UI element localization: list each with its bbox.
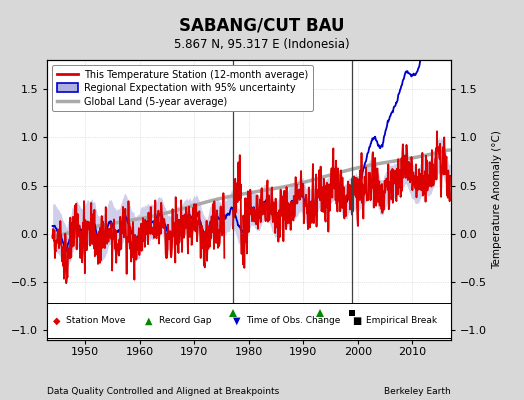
Text: Record Gap: Record Gap [159, 316, 212, 325]
Text: ▲: ▲ [145, 316, 153, 326]
Y-axis label: Temperature Anomaly (°C): Temperature Anomaly (°C) [492, 130, 502, 270]
Text: 5.867 N, 95.317 E (Indonesia): 5.867 N, 95.317 E (Indonesia) [174, 38, 350, 51]
Legend: This Temperature Station (12-month average), Regional Expectation with 95% uncer: This Temperature Station (12-month avera… [52, 65, 313, 111]
Text: SABANG/CUT BAU: SABANG/CUT BAU [179, 16, 345, 34]
Text: Data Quality Controlled and Aligned at Breakpoints: Data Quality Controlled and Aligned at B… [47, 387, 279, 396]
Text: ■: ■ [353, 316, 362, 326]
Text: Time of Obs. Change: Time of Obs. Change [246, 316, 341, 325]
Text: Station Move: Station Move [66, 316, 126, 325]
Bar [47, 303, 451, 338]
Text: ◆: ◆ [52, 316, 60, 326]
Text: ▼: ▼ [233, 316, 240, 326]
Text: Empirical Break: Empirical Break [366, 316, 437, 325]
Text: Berkeley Earth: Berkeley Earth [384, 387, 451, 396]
